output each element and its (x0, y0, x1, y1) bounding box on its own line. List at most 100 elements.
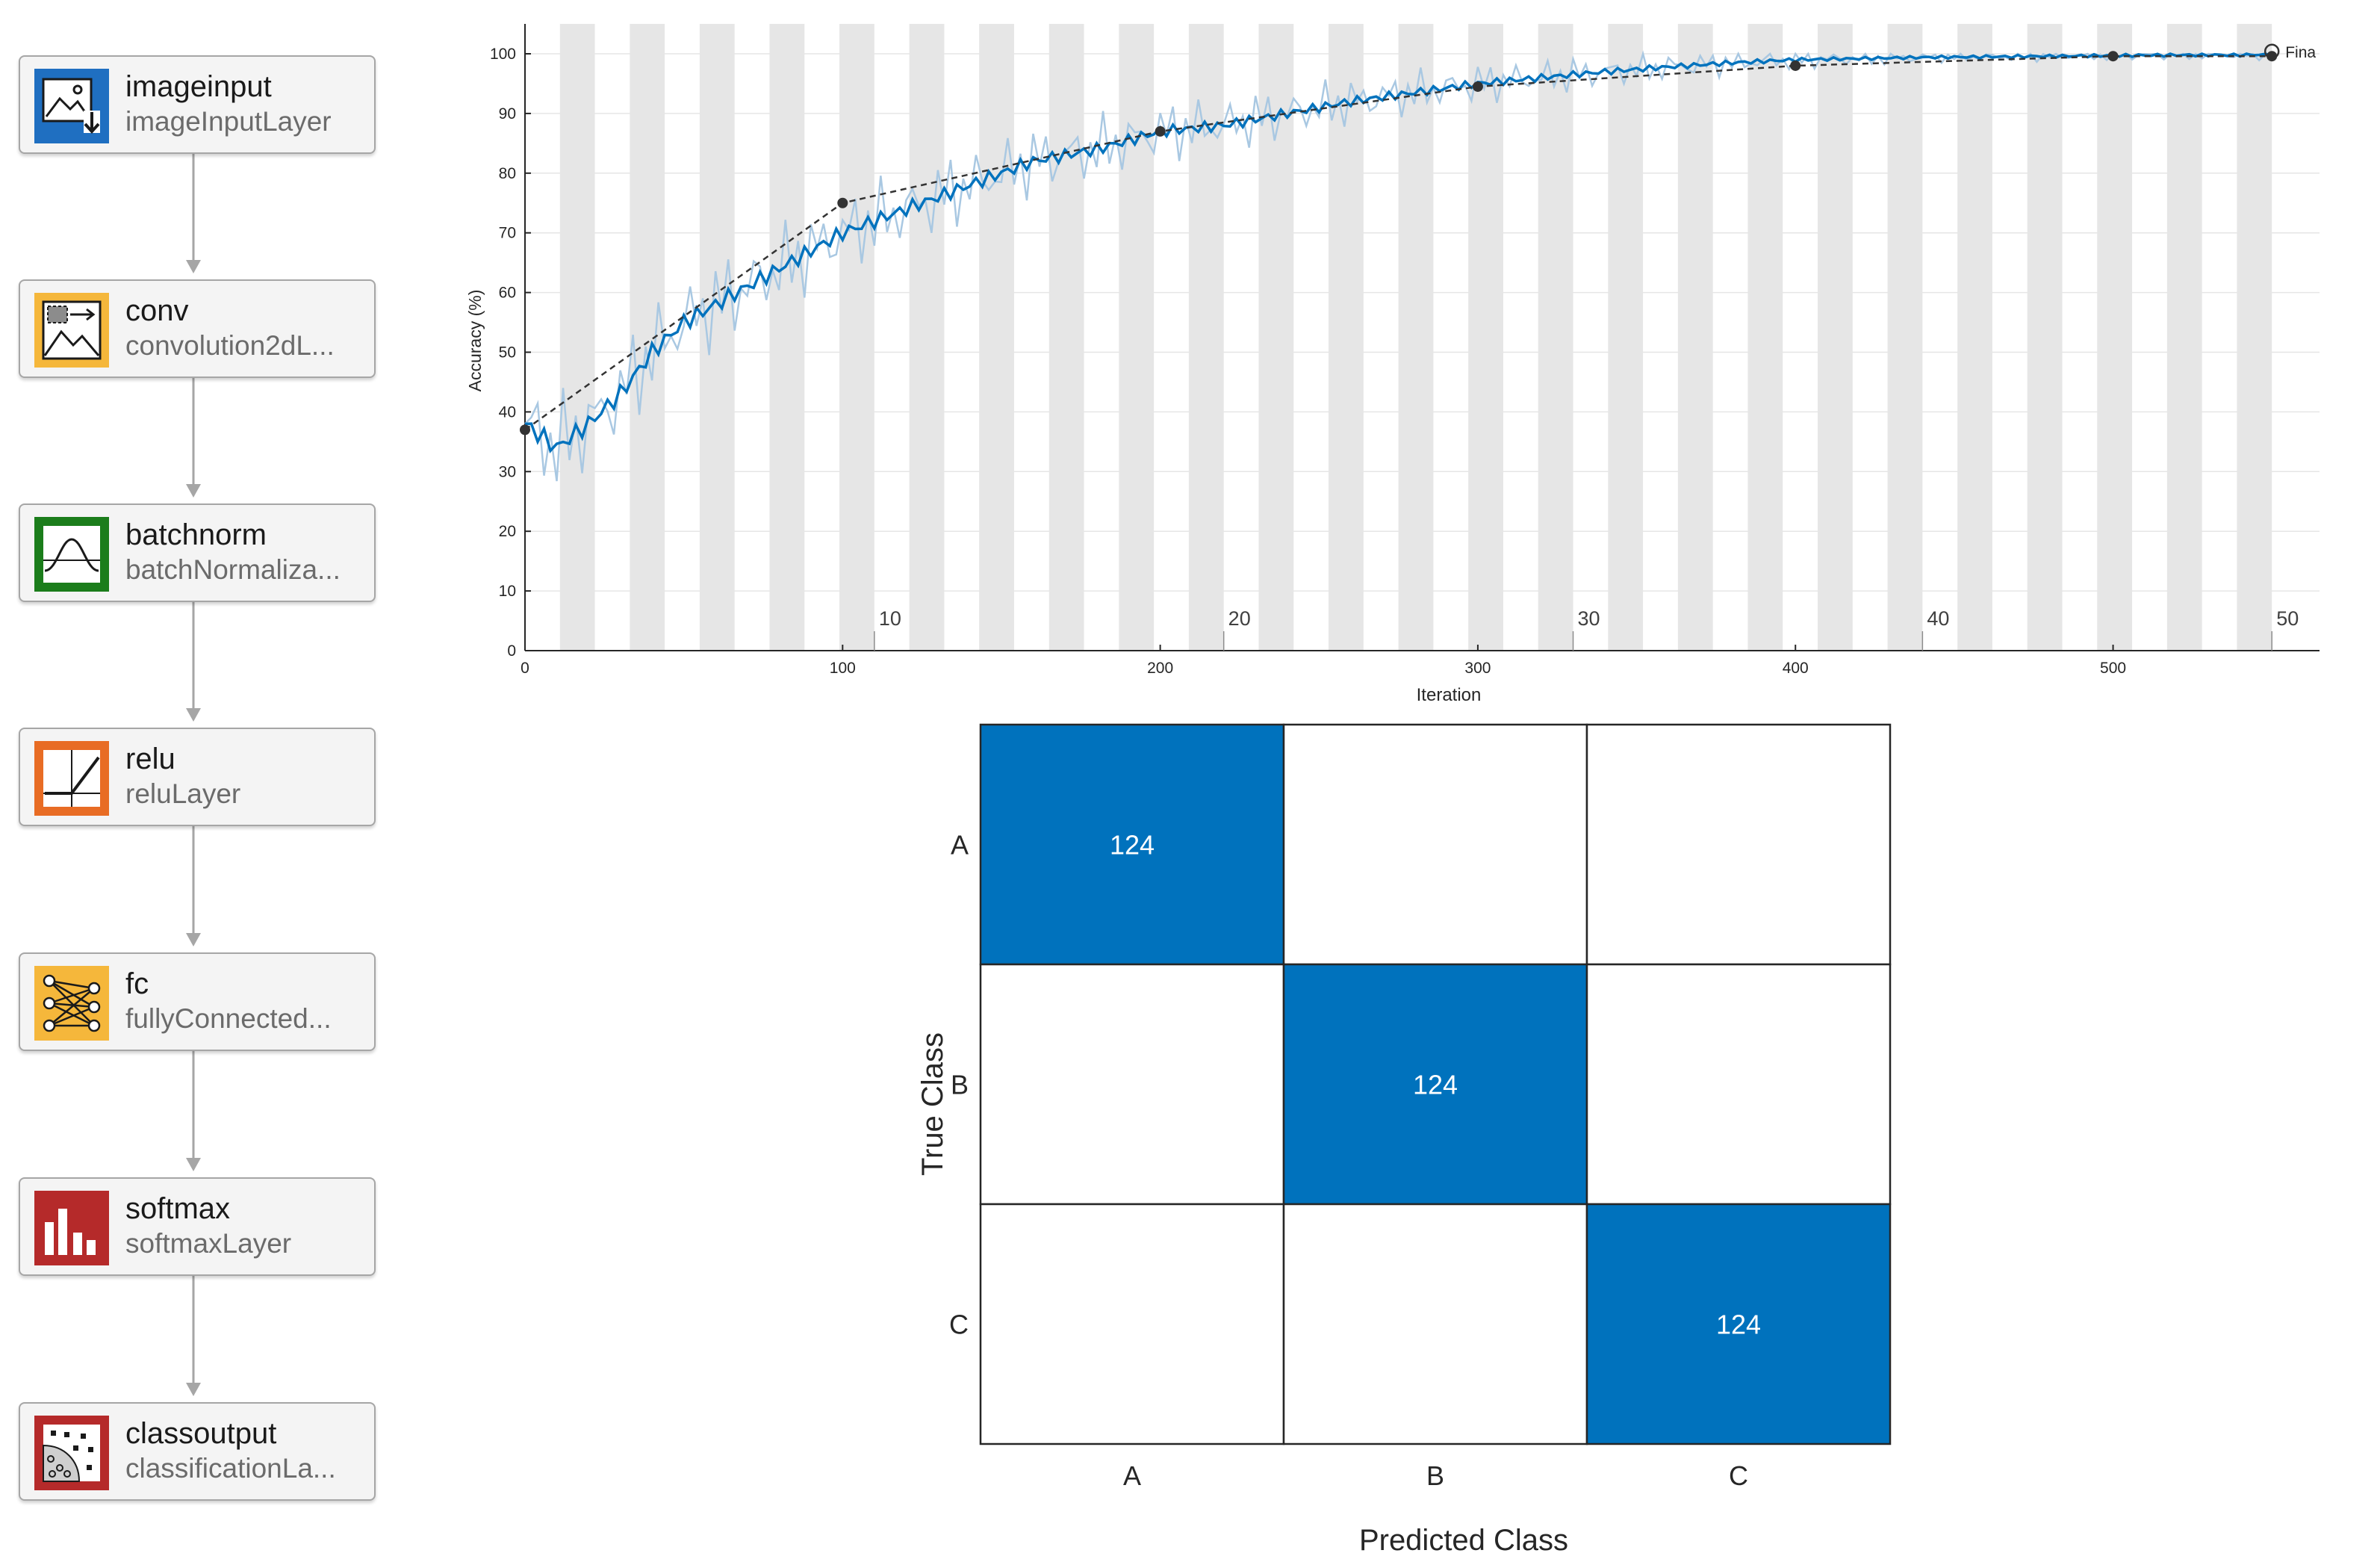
confusion-matrix-chart: 124 124 124 A B C A B C Predicted Class True Cl… (916, 723, 1892, 1557)
epoch-band (559, 24, 595, 651)
epoch-band (2166, 24, 2202, 651)
validation-point (1472, 81, 1483, 92)
layer-type: fullyConnected... (125, 1003, 332, 1034)
layer-name: relu (125, 743, 175, 775)
x-tick-label: 300 (1464, 660, 1491, 677)
epoch-band (1188, 24, 1224, 651)
relu-ramp-icon (34, 741, 109, 816)
layer-node-fc[interactable]: fc fullyConnected... (19, 952, 376, 1051)
final-marker-label: Fina (2285, 44, 2316, 61)
epoch-label: 40 (1927, 607, 1949, 630)
x-tick-label: 500 (2100, 660, 2126, 677)
y-tick-label: 30 (499, 463, 516, 480)
convolution-icon (34, 293, 109, 368)
layer-graph: imageinput imageInputLayer conv convolut… (0, 0, 403, 1562)
layer-node-classoutput[interactable]: classoutput classificationLa... (19, 1402, 376, 1501)
connector-arrow (186, 484, 201, 498)
layer-node-imageinput[interactable]: imageinput imageInputLayer (19, 55, 376, 154)
epoch-label: 10 (879, 607, 901, 630)
validation-point (1155, 125, 1166, 137)
epoch-band (1258, 24, 1294, 651)
matrix-cell (1585, 963, 1892, 1206)
final-marker (2264, 43, 2280, 60)
epoch-band (1608, 24, 1644, 651)
layer-type: batchNormaliza... (125, 554, 341, 585)
epoch-bands (559, 24, 2272, 651)
layer-node-batchnorm[interactable]: batchnorm batchNormaliza... (19, 503, 376, 602)
axis-labels: Iteration Accuracy (%) (465, 290, 1481, 705)
matrix-cell (1585, 1203, 1892, 1445)
epoch-band (1119, 24, 1155, 651)
epoch-band (1468, 24, 1503, 651)
epoch-band (979, 24, 1014, 651)
epoch-band (839, 24, 874, 651)
cell-value-label: 124 (1413, 1070, 1458, 1100)
layer-type: classificationLa... (125, 1453, 336, 1484)
matrix-cell (979, 723, 1285, 966)
training-accuracy-chart: 0 10 20 30 40 50 60 70 80 90 100 0 100 200 300 400 500 10… (465, 24, 2320, 705)
connector-arrow (186, 708, 201, 722)
layer-type: softmaxLayer (125, 1228, 292, 1259)
layer-name: batchnorm (125, 518, 267, 551)
matrix-cell (1282, 963, 1588, 1206)
series-group: Fina (520, 43, 2316, 482)
matrix-cell (979, 1203, 1285, 1445)
epoch-band (2097, 24, 2133, 651)
x-category-label: A (1123, 1460, 1141, 1491)
x-axis-label: Iteration (1417, 685, 1482, 705)
layer-name: fc (125, 967, 149, 1000)
y-tick-label: 50 (499, 344, 516, 362)
connector-arrow (186, 933, 201, 946)
validation-point (2266, 51, 2278, 62)
epoch-band (1957, 24, 1992, 651)
epoch-band (630, 24, 665, 651)
layer-node-conv[interactable]: conv convolution2dL... (19, 279, 376, 378)
y-tick-label: 90 (499, 105, 516, 123)
y-tick-label: 70 (499, 225, 516, 242)
layer-node-relu[interactable]: relu reluLayer (19, 728, 376, 826)
epoch-label: 50 (2276, 607, 2299, 630)
validation-point (1790, 60, 1801, 71)
connector-arrow (186, 1383, 201, 1396)
y-tick-label: 20 (499, 523, 516, 540)
epoch-label: 20 (1228, 607, 1251, 630)
layer-name: classoutput (125, 1417, 277, 1450)
layer-name: conv (125, 294, 189, 327)
y-tick-label: 40 (499, 403, 516, 421)
matrix-cell (1282, 1203, 1588, 1445)
y-tick-label: 100 (490, 46, 516, 63)
x-tick-label: 400 (1783, 660, 1809, 677)
epoch-band (1818, 24, 1853, 651)
category-ticks: A B C A B C (949, 830, 1748, 1492)
x-tick-label: 100 (830, 660, 856, 677)
y-axis-label: True Class (916, 1032, 949, 1176)
y-tick-label: 0 (507, 642, 516, 660)
layer-type: reluLayer (125, 778, 241, 809)
matrix-cell (1585, 723, 1892, 966)
x-category-label: B (1426, 1460, 1444, 1491)
y-tick-label: 10 (499, 583, 516, 600)
layer-type: imageInputLayer (125, 106, 332, 137)
epoch-label: 30 (1578, 607, 1600, 630)
epoch-band (909, 24, 945, 651)
bar-chart-icon (34, 1191, 109, 1265)
layer-name: softmax (125, 1192, 231, 1225)
x-tick-label: 200 (1147, 660, 1173, 677)
training-smoothed-line (524, 52, 2272, 453)
scatter-class-icon (34, 1416, 109, 1490)
cell-value-label: 124 (1110, 830, 1155, 861)
y-category-label: B (951, 1070, 969, 1100)
y-category-label: C (949, 1310, 969, 1340)
y-category-label: A (951, 830, 969, 861)
layer-type: convolution2dL... (125, 330, 335, 361)
layer-name: imageinput (125, 70, 272, 103)
bell-curve-icon (34, 517, 109, 592)
x-axis-label: Predicted Class (1359, 1524, 1568, 1557)
connector-arrow (186, 260, 201, 273)
validation-point (2107, 51, 2119, 62)
layer-node-softmax[interactable]: softmax softmaxLayer (19, 1177, 376, 1276)
x-category-label: C (1729, 1460, 1748, 1491)
matrix-cell (1282, 723, 1588, 966)
y-axis-label: Accuracy (%) (465, 290, 485, 392)
fully-connected-icon (34, 966, 109, 1041)
